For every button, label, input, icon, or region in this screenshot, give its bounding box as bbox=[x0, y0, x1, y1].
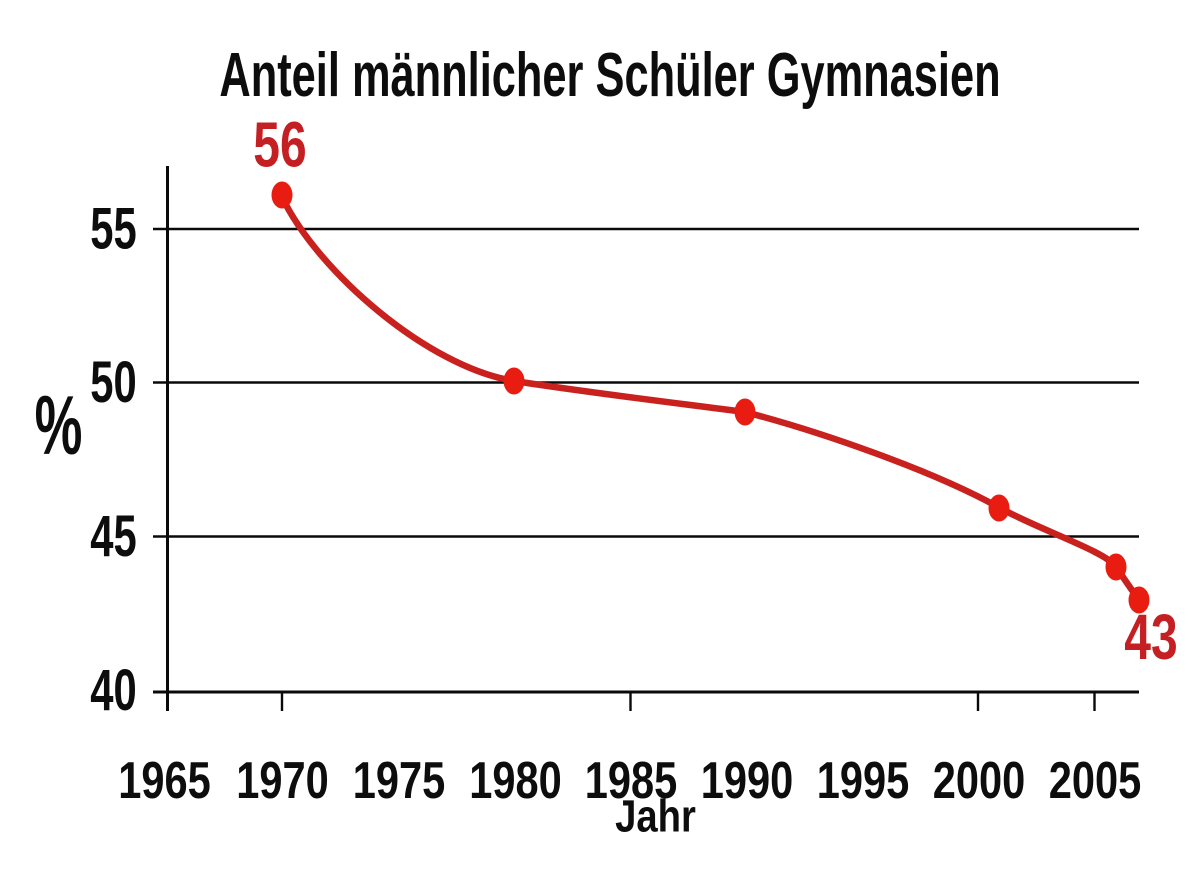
svg-text:43: 43 bbox=[1124, 601, 1177, 672]
svg-text:Jahr: Jahr bbox=[615, 791, 696, 842]
svg-text:1995: 1995 bbox=[817, 751, 910, 810]
svg-text:55: 55 bbox=[90, 196, 136, 261]
svg-text:1990: 1990 bbox=[701, 751, 794, 810]
svg-text:2005: 2005 bbox=[1049, 751, 1142, 810]
svg-text:1965: 1965 bbox=[118, 751, 211, 810]
svg-text:Anteil männlicher Schüler Gymn: Anteil männlicher Schüler Gymnasien bbox=[219, 42, 1000, 110]
svg-text:56: 56 bbox=[253, 109, 306, 180]
svg-text:40: 40 bbox=[90, 657, 136, 722]
svg-text:%: % bbox=[35, 378, 83, 472]
svg-text:1985: 1985 bbox=[585, 751, 678, 810]
svg-text:1970: 1970 bbox=[236, 751, 329, 810]
svg-text:45: 45 bbox=[90, 503, 136, 568]
svg-text:2000: 2000 bbox=[933, 751, 1026, 810]
svg-text:1980: 1980 bbox=[469, 751, 562, 810]
svg-text:50: 50 bbox=[90, 349, 136, 414]
svg-text:1975: 1975 bbox=[353, 751, 446, 810]
